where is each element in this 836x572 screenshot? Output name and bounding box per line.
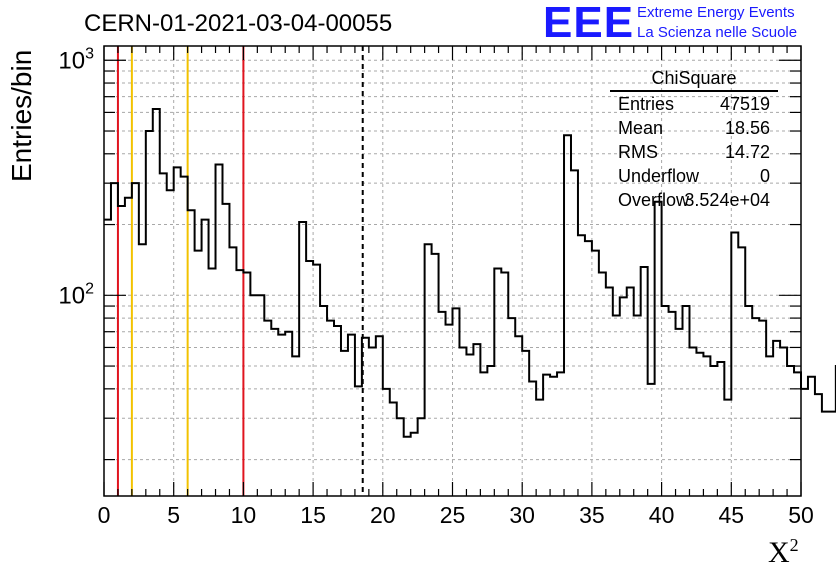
stats-value: 14.72: [724, 142, 770, 162]
stats-value: 47519: [719, 94, 770, 114]
eee-logo-text: Extreme Energy Events La Scienza nelle S…: [637, 3, 797, 43]
x-tick-label: 35: [579, 502, 605, 528]
y-tick-labels: 102 103: [58, 45, 94, 309]
histogram-series: [104, 108, 836, 438]
x-tick-label: 50: [788, 502, 814, 528]
stats-box: ChiSquare Entries 47519 Mean 18.56 RMS 1…: [610, 66, 778, 212]
chart-title: CERN-01-2021-03-04-00055: [84, 10, 393, 37]
stats-row-entries: Entries 47519: [610, 92, 778, 116]
y-tick-label: 103: [58, 45, 94, 74]
eee-logo-mark: EEE: [543, 0, 635, 47]
stats-value: 0: [759, 166, 770, 186]
x-tick-label: 40: [649, 502, 675, 528]
stats-label: Mean: [618, 118, 664, 138]
stats-row-overflow: Overflow 3.524e+04: [610, 188, 778, 212]
x-axis-label: X2: [768, 535, 799, 570]
logo-line-1: Extreme Energy Events: [637, 4, 795, 21]
y-axis-label: Entries/bin: [6, 49, 37, 182]
x-tick-label: 0: [98, 502, 111, 528]
x-tick-label: 45: [719, 502, 745, 528]
x-tick-label: 5: [167, 502, 180, 528]
stats-label: RMS: [618, 142, 658, 162]
x-tick-label: 20: [370, 502, 396, 528]
stats-value: 18.56: [724, 118, 770, 138]
stats-value: 3.524e+04: [684, 190, 770, 210]
logo-line-2: La Scienza nelle Scuole: [637, 24, 798, 41]
x-tick-label: 10: [231, 502, 257, 528]
stats-label: Underflow: [618, 166, 700, 186]
stats-title: ChiSquare: [610, 66, 778, 92]
axis-ticks: [103, 46, 802, 496]
stats-label: Overflow: [618, 190, 690, 210]
x-axis-label-exponent: 2: [789, 535, 799, 555]
x-tick-label: 25: [440, 502, 466, 528]
x-tick-label: 15: [300, 502, 326, 528]
x-axis-label-base: X: [768, 536, 790, 569]
x-tick-label: 30: [509, 502, 535, 528]
x-tick-labels: 0 5 10 15 20 25 30 35 40 45 50: [98, 502, 814, 528]
y-tick-label: 102: [58, 280, 94, 309]
stats-row-rms: RMS 14.72: [610, 140, 778, 164]
stats-row-underflow: Underflow 0: [610, 164, 778, 188]
stats-label: Entries: [618, 94, 675, 114]
stats-row-mean: Mean 18.56: [610, 116, 778, 140]
